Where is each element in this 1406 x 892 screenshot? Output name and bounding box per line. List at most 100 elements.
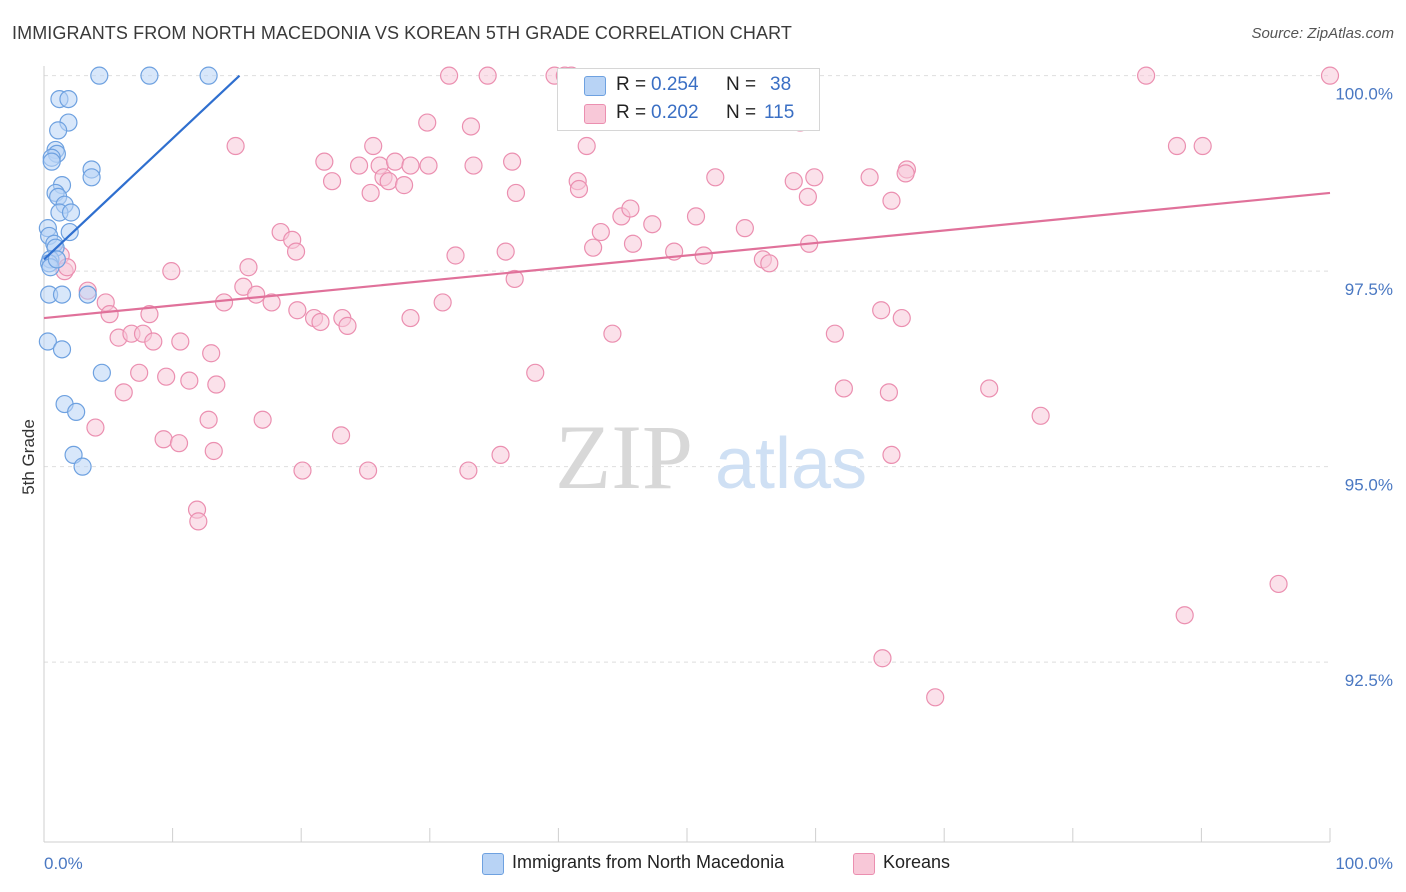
point-korean xyxy=(130,363,149,382)
watermark: ZIP atlas xyxy=(555,406,867,508)
point-north-macedonia xyxy=(61,203,81,222)
bottom-legend-label: Koreans xyxy=(883,852,951,872)
bottom-legend: Immigrants from North Macedonia Koreans xyxy=(0,851,1406,877)
point-north-macedonia xyxy=(67,402,86,421)
point-korean xyxy=(496,242,515,261)
trendlines xyxy=(43,74,1331,320)
point-korean xyxy=(293,461,312,480)
point-korean xyxy=(100,305,119,324)
point-korean xyxy=(214,293,234,312)
legend-n-value: 115 xyxy=(764,102,795,123)
trendline-koreans xyxy=(43,191,1331,320)
point-korean xyxy=(226,136,245,156)
point-korean xyxy=(1175,606,1194,625)
point-korean xyxy=(338,316,357,335)
point-korean xyxy=(385,152,405,171)
point-korean xyxy=(491,445,510,465)
point-korean xyxy=(189,512,208,531)
point-korean xyxy=(503,152,522,171)
point-korean xyxy=(873,649,892,668)
y-tick-labels: 92.5% 95.0% 97.5% 100.0% xyxy=(1335,85,1393,691)
point-korean xyxy=(643,215,662,234)
point-korean xyxy=(262,293,281,312)
point-korean xyxy=(157,367,176,386)
point-korean xyxy=(169,434,189,453)
legend-r-label: R = xyxy=(616,102,647,123)
x-tick-label: 100.0% xyxy=(1335,854,1393,873)
point-north-macedonia xyxy=(49,121,68,140)
point-korean xyxy=(419,156,438,175)
point-north-macedonia xyxy=(199,66,218,85)
gridlines xyxy=(44,75,1330,663)
point-korean xyxy=(446,246,465,265)
point-korean xyxy=(204,441,223,461)
trendline-north-macedonia xyxy=(43,74,241,261)
bottom-legend-label: Immigrants from North Macedonia xyxy=(512,852,785,872)
point-korean xyxy=(379,172,398,191)
point-korean xyxy=(505,269,524,289)
point-korean xyxy=(1137,66,1156,85)
point-korean xyxy=(464,156,483,175)
koreans-points xyxy=(51,66,1340,707)
point-korean xyxy=(247,285,266,304)
point-korean xyxy=(154,430,173,449)
x-tick-labels: 0.0% 100.0% xyxy=(44,854,1393,873)
point-korean xyxy=(1167,136,1187,156)
point-korean xyxy=(433,293,452,312)
point-korean xyxy=(207,375,226,394)
point-north-macedonia xyxy=(47,250,66,269)
point-korean xyxy=(591,222,610,242)
point-korean xyxy=(199,410,218,429)
point-north-macedonia xyxy=(92,363,111,382)
y-axis-label: 5th Grade xyxy=(19,419,38,495)
point-korean xyxy=(879,383,899,402)
point-north-macedonia xyxy=(82,168,101,187)
point-korean xyxy=(603,324,622,343)
legend: R = 0.254 N = 38 R = 0.202 N = 115 xyxy=(557,68,820,131)
point-korean xyxy=(872,301,891,320)
chart-source: Source: ZipAtlas.com xyxy=(1251,25,1394,42)
point-korean xyxy=(459,461,478,480)
legend-r-value: 0.202 xyxy=(651,102,699,123)
point-korean xyxy=(322,172,342,191)
y-tick-label: 97.5% xyxy=(1345,280,1393,299)
bottom-legend-swatch-pink xyxy=(853,853,875,875)
point-korean xyxy=(286,242,306,261)
point-korean xyxy=(1320,66,1340,85)
chart-title: IMMIGRANTS FROM NORTH MACEDONIA VS KOREA… xyxy=(12,23,792,43)
point-korean xyxy=(358,461,378,480)
point-korean xyxy=(980,379,999,398)
point-north-macedonia xyxy=(73,457,92,476)
point-korean xyxy=(896,164,915,183)
point-korean xyxy=(162,262,181,281)
point-korean xyxy=(144,332,163,351)
point-korean xyxy=(526,363,545,382)
point-korean xyxy=(171,332,190,351)
point-korean xyxy=(394,176,414,195)
point-korean xyxy=(1031,406,1050,425)
point-north-macedonia xyxy=(38,332,57,351)
point-north-macedonia xyxy=(90,66,109,85)
bottom-legend-swatch-blue xyxy=(482,853,504,875)
point-north-macedonia xyxy=(52,285,72,304)
point-korean xyxy=(361,183,380,203)
axes xyxy=(43,66,1331,843)
legend-n-value: 38 xyxy=(770,74,792,95)
legend-swatch-blue xyxy=(584,76,606,96)
legend-swatch-pink xyxy=(584,104,606,124)
point-korean xyxy=(401,156,420,175)
y-tick-label: 92.5% xyxy=(1345,671,1393,690)
point-korean xyxy=(364,136,383,156)
point-north-macedonia xyxy=(60,222,79,242)
watermark-atlas: atlas xyxy=(715,424,867,504)
point-north-macedonia xyxy=(78,285,97,304)
point-korean xyxy=(569,179,589,199)
point-korean xyxy=(621,199,640,218)
point-korean xyxy=(882,191,901,210)
legend-r-label: R = xyxy=(616,74,647,95)
point-korean xyxy=(114,383,133,402)
point-korean xyxy=(461,117,481,136)
point-korean xyxy=(506,183,526,203)
watermark-zip: ZIP xyxy=(555,406,693,508)
